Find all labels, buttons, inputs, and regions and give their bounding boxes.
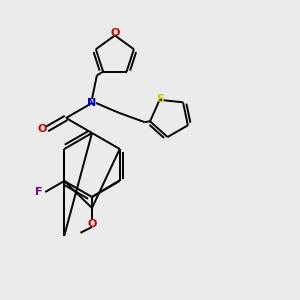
Text: F: F	[35, 187, 43, 197]
Text: N: N	[87, 98, 97, 108]
Text: O: O	[110, 28, 119, 38]
Text: O: O	[87, 219, 97, 229]
Text: S: S	[157, 94, 165, 104]
Text: O: O	[37, 124, 47, 134]
